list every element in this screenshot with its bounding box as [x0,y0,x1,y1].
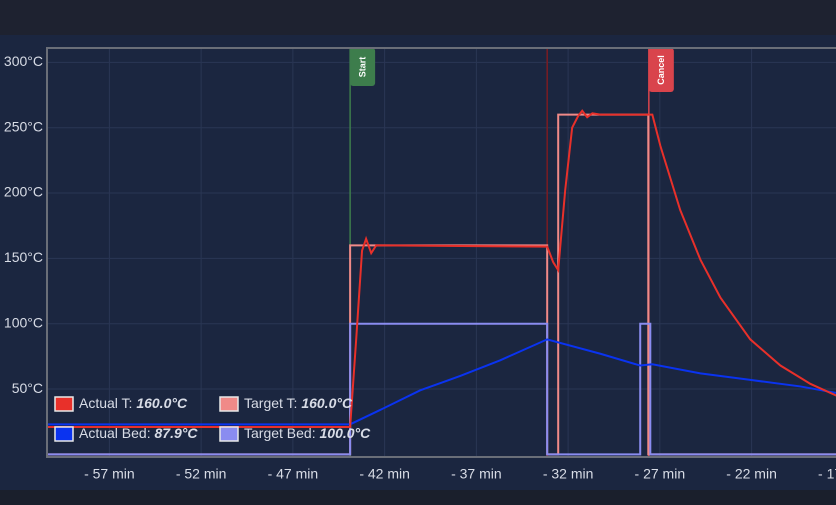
series-line [47,338,836,426]
x-tick-label: - 52 min [176,466,227,482]
y-tick-label: 250°C [4,118,43,134]
legend-swatch [54,396,74,412]
marker-label: Cancel [656,55,666,85]
top-bar [0,0,836,35]
legend-entry: Target T: 160.0°C [244,395,353,411]
y-tick-label: 50°C [12,380,43,396]
legend-name: Target T: [244,395,297,411]
legend-name: Target Bed: [244,425,316,441]
series-line [47,322,836,456]
x-tick-label: - 47 min [268,466,319,482]
legend-entry: Target Bed: 100.0°C [244,425,371,441]
x-tick-label: - 27 min [635,466,686,482]
x-tick-label: - 22 min [726,466,777,482]
x-tick-label: - 57 min [84,466,135,482]
x-tick-label: - 32 min [543,466,594,482]
y-tick-label: 200°C [4,184,43,200]
plot-border [46,47,836,458]
x-tick-label: - 42 min [359,466,410,482]
x-tick-label: - 37 min [451,466,502,482]
marker-label: Start [357,57,367,78]
legend-name: Actual T: [79,395,132,411]
y-tick-label: 300°C [4,53,43,69]
y-tick-label: 150°C [4,249,43,265]
y-tick-label: 100°C [4,314,43,330]
legend-value: 160.0°C [301,395,353,411]
marker-tab [350,48,376,86]
chart-panel [0,35,836,490]
plot-area [47,48,836,457]
legend-entry: Actual T: 160.0°C [79,395,188,411]
legend-value: 160.0°C [136,395,188,411]
x-tick-label: - 17 min [818,466,836,482]
legend-swatch [219,396,239,412]
legend-value: 100.0°C [320,425,372,441]
bottom-bar [0,490,836,505]
legend-value: 87.9°C [155,425,199,441]
legend-name: Actual Bed: [79,425,151,441]
legend-swatch [219,426,239,442]
legend-entry: Actual Bed: 87.9°C [79,425,198,441]
series-line [47,109,836,428]
legend-swatch [54,426,74,442]
marker-tab [648,48,674,92]
